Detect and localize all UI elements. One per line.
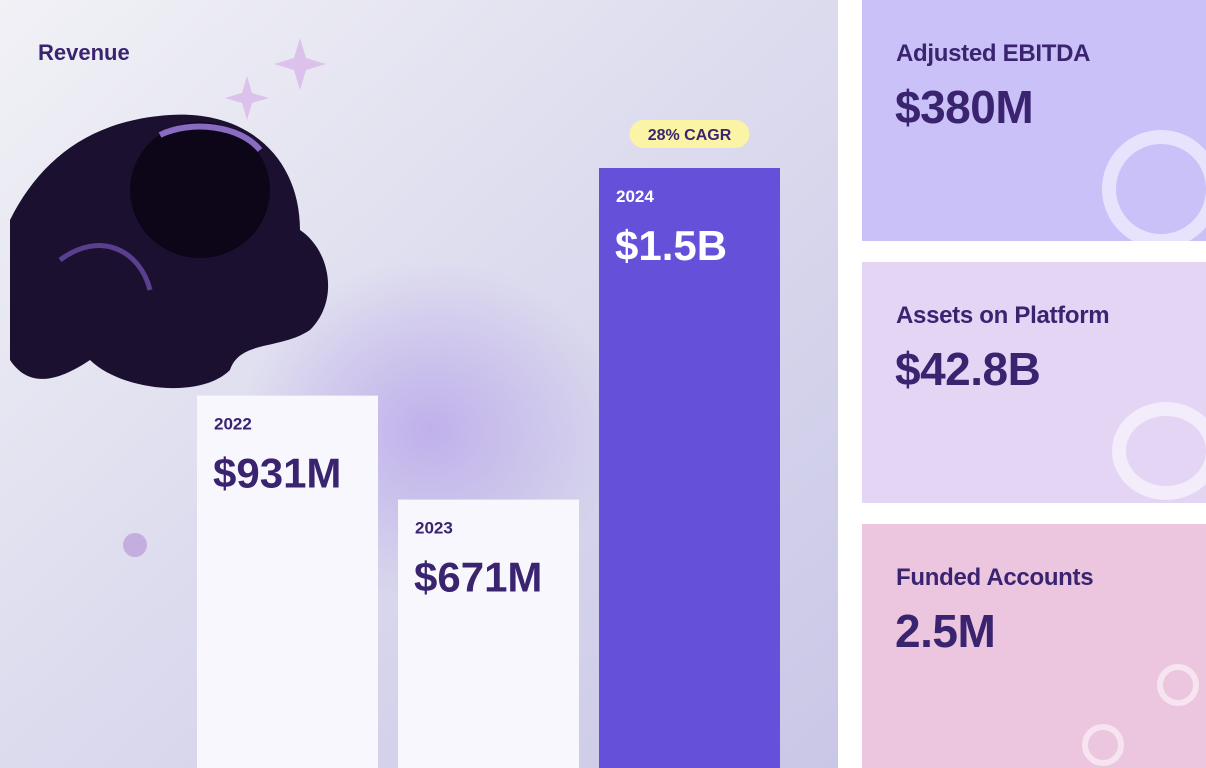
value-label: $1.5B: [615, 222, 727, 269]
chart-title: Revenue: [38, 40, 130, 65]
kpi-card: Adjusted EBITDA $380M: [862, 0, 1206, 241]
value-label: $931M: [213, 450, 341, 497]
kpi-card: Funded Accounts 2.5M: [862, 524, 1206, 768]
kpi-value: $380M: [895, 81, 1034, 133]
kpi-value: 2.5M: [895, 605, 996, 657]
category-label: 2023: [415, 519, 453, 538]
value-label: $671M: [414, 554, 542, 601]
category-label: 2024: [616, 187, 654, 206]
revenue-chart: Revenue 2022 $931M 2023 $671M 2024 $1.5B 28% C…: [0, 0, 838, 768]
bar: [599, 168, 780, 768]
bar: [398, 499, 579, 768]
astronaut-illustration: [10, 114, 329, 389]
annotation: 28% CAGR: [648, 127, 732, 144]
sparkle: [225, 76, 269, 120]
kpi-label: Funded Accounts: [896, 564, 1094, 591]
orb: [123, 533, 147, 557]
bar: [197, 395, 378, 768]
kpi-label: Adjusted EBITDA: [896, 40, 1091, 67]
annotation-badge: [629, 120, 750, 148]
kpi-value: $42.8B: [895, 343, 1041, 395]
kpi-label: Assets on Platform: [896, 302, 1110, 329]
sparkle: [274, 38, 326, 90]
category-label: 2022: [214, 415, 252, 434]
kpi-card: Assets on Platform $42.8B: [862, 262, 1206, 503]
